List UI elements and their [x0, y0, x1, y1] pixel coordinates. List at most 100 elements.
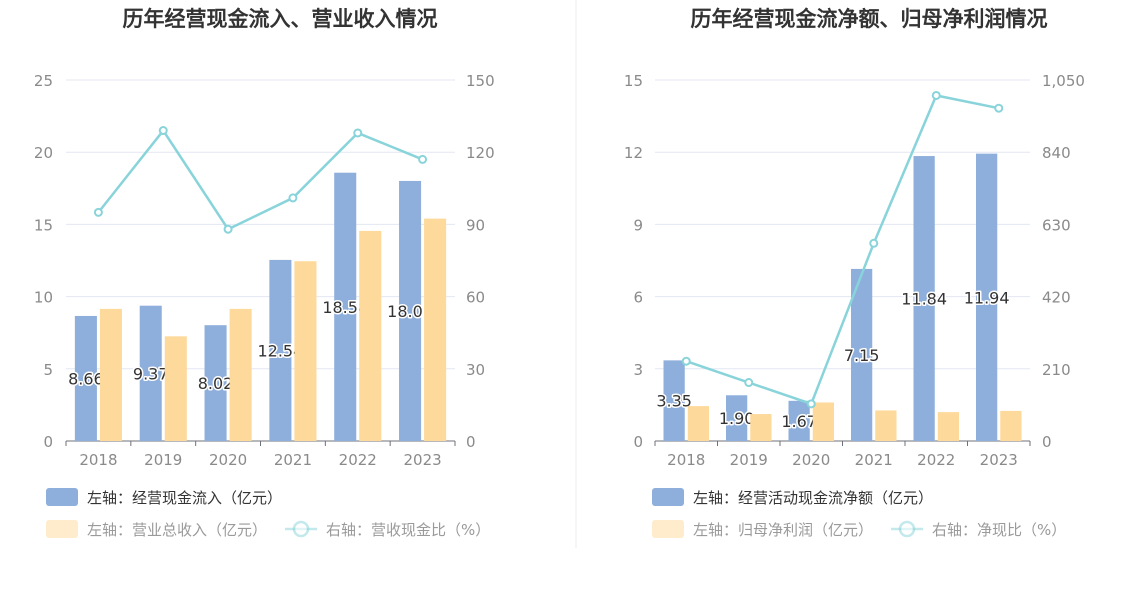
- left-axis-tick-label: 15: [34, 216, 53, 234]
- bar: [851, 268, 873, 441]
- bar-data-label: 3.35: [656, 392, 692, 411]
- line-point: [994, 103, 1004, 113]
- bar-data-label: 1.90: [719, 409, 755, 428]
- right-axis-tick-label: 1,050: [1042, 72, 1085, 90]
- x-axis-tick-label: 2020: [209, 451, 247, 469]
- legend-swatch: [652, 488, 684, 506]
- legend-label: 左轴：归母净利润（亿元）: [693, 521, 873, 539]
- bar: [726, 395, 748, 441]
- bar-data-label: 1.67: [781, 412, 817, 431]
- bar-data-label: 8.66: [68, 369, 104, 388]
- left-axis-tick-label: 25: [34, 72, 53, 90]
- bar: [139, 305, 162, 441]
- right-axis-tick-label: 30: [466, 361, 485, 379]
- right-axis-tick-label: 420: [1042, 289, 1071, 307]
- line-point: [806, 399, 816, 409]
- bar-data-label: 18.01: [387, 302, 433, 321]
- bar-data-label: 11.84: [901, 290, 947, 309]
- line-point: [418, 154, 428, 164]
- bar: [812, 402, 834, 441]
- left-axis-tick-label: 15: [624, 72, 643, 90]
- right-axis-tick-label: 60: [466, 289, 485, 307]
- x-axis-tick-label: 2021: [274, 451, 312, 469]
- x-axis-tick-label: 2023: [403, 451, 441, 469]
- line-point: [869, 238, 879, 248]
- x-axis-tick-label: 2023: [980, 451, 1018, 469]
- bar-data-label: 18.58: [322, 298, 368, 317]
- left-axis-tick-label: 6: [633, 289, 643, 307]
- line-point: [353, 128, 363, 138]
- right-axis-tick-label: 150: [466, 72, 495, 90]
- series-line: [97, 128, 424, 231]
- x-axis-tick-label: 2021: [855, 451, 893, 469]
- bar: [334, 172, 357, 441]
- bar: [1000, 410, 1022, 441]
- left-axis-tick-label: 3: [633, 361, 643, 379]
- bar: [204, 325, 227, 441]
- bar: [875, 410, 897, 441]
- right-axis-tick-label: 120: [466, 144, 495, 162]
- bar: [687, 406, 709, 441]
- x-axis-tick-label: 2022: [917, 451, 955, 469]
- bar: [294, 261, 317, 441]
- right-axis-tick-label: 90: [466, 216, 485, 234]
- legend-swatch: [652, 520, 684, 538]
- x-axis-tick-label: 2018: [79, 451, 117, 469]
- line-point: [931, 90, 941, 100]
- legend-label: 左轴：经营现金流入（亿元）: [87, 489, 282, 507]
- bar: [164, 336, 187, 441]
- line-point: [158, 126, 168, 136]
- chart-netcash-profit: 历年经营现金流净额、归母净利润情况 0 3 6 9 12 15 0 210 420 630 840 1,…: [624, 7, 1085, 539]
- left-axis-tick-label: 0: [43, 433, 53, 451]
- legend-swatch: [46, 488, 78, 506]
- line-point: [681, 356, 691, 366]
- bar: [269, 259, 292, 441]
- right-axis-tick-label: 210: [1042, 361, 1071, 379]
- line-point: [744, 378, 754, 388]
- legend-swatch: [46, 520, 78, 538]
- left-axis-tick-label: 10: [34, 289, 53, 307]
- left-axis-tick-label: 9: [633, 216, 643, 234]
- bar-data-label: 12.54: [257, 341, 303, 360]
- right-axis-tick-label: 840: [1042, 144, 1071, 162]
- chart-cashflow-revenue: 历年经营现金流入、营业收入情况 0 5 10 15 20 25 0 30 60 90 120 150 20…: [34, 7, 495, 539]
- bar: [229, 308, 252, 441]
- right-axis-tick-label: 0: [466, 433, 476, 451]
- left-axis-tick-label: 0: [633, 433, 643, 451]
- bar: [399, 180, 422, 441]
- x-axis-tick-label: 2019: [730, 451, 768, 469]
- bar: [913, 156, 935, 441]
- legend-label: 左轴：经营活动现金流净额（亿元）: [693, 489, 933, 507]
- left-axis-tick-label: 12: [624, 144, 643, 162]
- bar-data-label: 9.37: [133, 364, 169, 383]
- line-point: [288, 193, 298, 203]
- right-axis-tick-label: 630: [1042, 216, 1071, 234]
- left-axis-tick-label: 5: [43, 361, 53, 379]
- x-axis-tick-label: 2020: [792, 451, 830, 469]
- chart-title: 历年经营现金流入、营业收入情况: [123, 7, 438, 31]
- bar-data-label: 11.94: [964, 288, 1010, 307]
- bar: [750, 414, 772, 441]
- bar-data-label: 8.02: [198, 374, 234, 393]
- bar-data-label: 7.15: [844, 346, 880, 365]
- x-axis-tick-label: 2019: [144, 451, 182, 469]
- legend-marker: [292, 520, 310, 538]
- bar: [359, 230, 382, 441]
- legend-label: 右轴：营收现金比（%）: [326, 521, 490, 539]
- x-axis-tick-label: 2022: [339, 451, 377, 469]
- left-axis-tick-label: 20: [34, 144, 53, 162]
- series-line: [685, 94, 999, 406]
- bar: [937, 412, 959, 441]
- bar: [99, 308, 122, 441]
- legend-label: 右轴：净现比（%）: [932, 521, 1066, 539]
- line-point: [223, 224, 233, 234]
- bar: [788, 400, 810, 441]
- legend-marker: [898, 520, 916, 538]
- line-point: [93, 207, 103, 217]
- bar: [663, 360, 685, 441]
- x-axis-tick-label: 2018: [667, 451, 705, 469]
- bar: [74, 315, 97, 441]
- chart-title: 历年经营现金流净额、归母净利润情况: [691, 7, 1048, 31]
- bar: [424, 218, 447, 441]
